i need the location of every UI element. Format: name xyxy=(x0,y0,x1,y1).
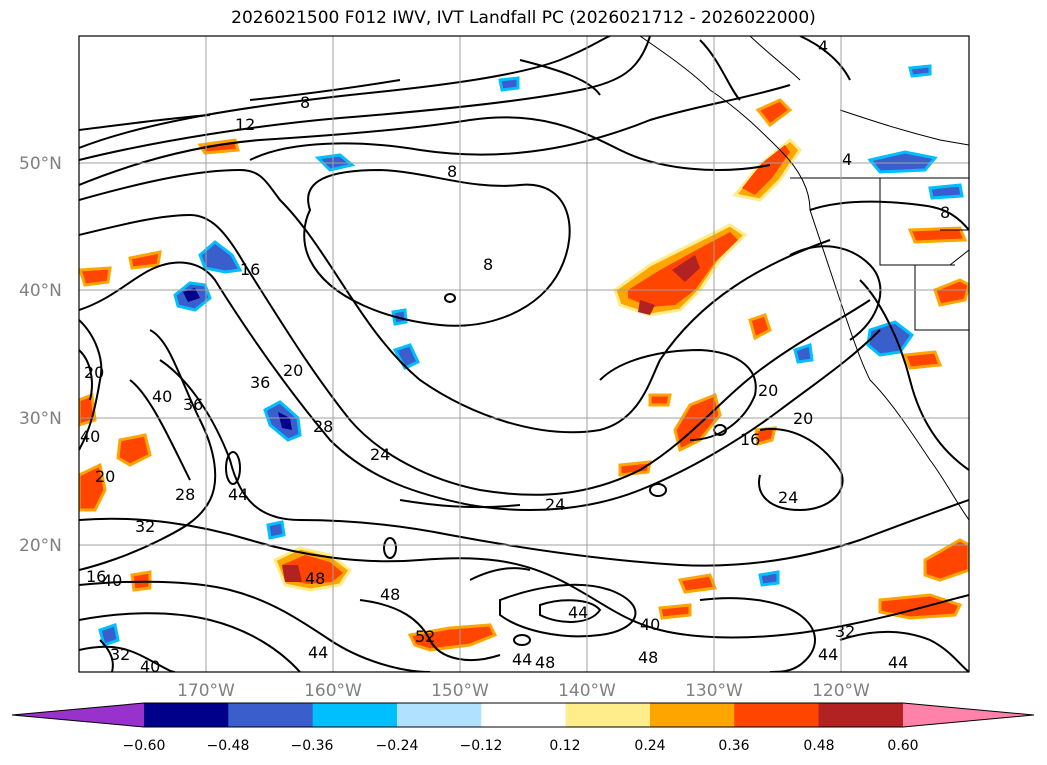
lon-label-150w: 150°W xyxy=(431,681,489,701)
contour-label: 44 xyxy=(228,485,248,504)
lat-label-40n: 40°N xyxy=(19,281,62,301)
lon-label-160w: 160°W xyxy=(304,681,362,701)
longitude-labels: 170°W 160°W 150°W 140°W 130°W 120°W xyxy=(177,681,870,701)
contour-label: 8 xyxy=(300,93,310,112)
lat-label-50n: 50°N xyxy=(19,154,62,174)
colorbar-tick-label: 0.36 xyxy=(718,738,749,754)
contour-label: 24 xyxy=(370,445,390,464)
contour-label: 48 xyxy=(638,648,658,667)
contour-label: 20 xyxy=(95,467,115,486)
colorbar-extend-max xyxy=(902,703,1034,727)
colorbar-tick-label: −0.60 xyxy=(123,738,166,754)
contour-label: 20 xyxy=(793,409,813,428)
colorbar-tick-label: −0.48 xyxy=(207,738,250,754)
contour-label: 28 xyxy=(175,485,195,504)
contour-label: 4 xyxy=(842,150,852,169)
colorbar-segment xyxy=(397,703,482,727)
colorbar-segment xyxy=(228,703,314,727)
contour-label: 4 xyxy=(818,37,828,56)
colorbar-segment xyxy=(650,703,735,727)
contour-label: 44 xyxy=(888,653,908,672)
latitude-labels: 50°N 40°N 30°N 20°N xyxy=(19,154,62,556)
colorbar-segment xyxy=(144,703,229,727)
colorbar-tick-label: −0.24 xyxy=(376,738,419,754)
colorbar xyxy=(11,702,1035,728)
plot-area xyxy=(79,36,969,672)
contour-label: 48 xyxy=(535,653,555,672)
colorbar-outline xyxy=(11,702,1035,728)
contour-label: 32 xyxy=(835,622,855,641)
contour-labels: 4 8 12 8 4 8 8 16 20 36 28 24 40 36 44 2… xyxy=(80,37,950,676)
lon-label-120w: 120°W xyxy=(812,681,870,701)
map-title: 2026021500 F012 IWV, IVT Landfall PC (20… xyxy=(231,8,816,28)
colorbar-tick-label: 0.60 xyxy=(887,738,918,754)
colorbar-segment xyxy=(565,703,651,727)
contour-label: 40 xyxy=(140,657,160,676)
contour-label: 12 xyxy=(235,115,255,134)
small-contours xyxy=(225,293,727,646)
colorbar-segment xyxy=(481,703,567,727)
colorbar-segment xyxy=(734,703,820,727)
lon-label-170w: 170°W xyxy=(177,681,235,701)
lon-label-140w: 140°W xyxy=(558,681,616,701)
contour-label: 24 xyxy=(545,495,565,514)
contour-label: 16 xyxy=(740,430,760,449)
colorbar-tick-labels: −0.60 −0.48 −0.36 −0.24 −0.12 0.12 0.24 … xyxy=(123,738,919,754)
contour-label: 20 xyxy=(84,363,104,382)
contour-label: 40 xyxy=(152,387,172,406)
colorbar-tick-label: 0.24 xyxy=(634,738,665,754)
colorbar-tick-label: −0.36 xyxy=(291,738,334,754)
colorbar-tick-label: −0.12 xyxy=(460,738,503,754)
colorbar-segment xyxy=(312,703,398,727)
contour-label: 32 xyxy=(135,517,155,536)
contour-label: 48 xyxy=(380,585,400,604)
contour-label: 44 xyxy=(568,603,588,622)
contour-label: 20 xyxy=(758,381,778,400)
plot-frame xyxy=(78,35,970,673)
contour-label: 32 xyxy=(110,645,130,664)
contour-label: 44 xyxy=(818,645,838,664)
contour-label: 16 xyxy=(86,567,106,586)
lon-label-130w: 130°W xyxy=(685,681,743,701)
contour-label: 16 xyxy=(240,260,260,279)
contour-label: 40 xyxy=(640,615,660,634)
contour-label: 40 xyxy=(80,427,100,446)
colorbar-segment xyxy=(818,703,904,727)
contour-label: 8 xyxy=(940,203,950,222)
colorbar-tick-label: 0.12 xyxy=(549,738,580,754)
contour-label: 40 xyxy=(102,571,122,590)
lat-label-30n: 30°N xyxy=(19,409,62,429)
colorbar-tick-label: 0.48 xyxy=(803,738,834,754)
contour-label: 48 xyxy=(305,569,325,588)
lat-label-20n: 20°N xyxy=(19,536,62,556)
iwv-contours xyxy=(79,36,969,672)
contour-label: 24 xyxy=(778,488,798,507)
pc-filled-regions xyxy=(79,64,969,652)
contour-label: 36 xyxy=(183,395,203,414)
contour-label: 44 xyxy=(308,643,328,662)
colorbar-extend-min xyxy=(12,703,144,727)
contour-label: 28 xyxy=(313,417,333,436)
coastlines xyxy=(639,36,969,521)
contour-label: 44 xyxy=(512,650,532,669)
contour-label: 8 xyxy=(447,162,457,181)
contour-label: 52 xyxy=(415,627,435,646)
gridlines xyxy=(79,36,969,672)
contour-label: 20 xyxy=(283,361,303,380)
contour-label: 8 xyxy=(483,255,493,274)
contour-label: 36 xyxy=(250,373,270,392)
